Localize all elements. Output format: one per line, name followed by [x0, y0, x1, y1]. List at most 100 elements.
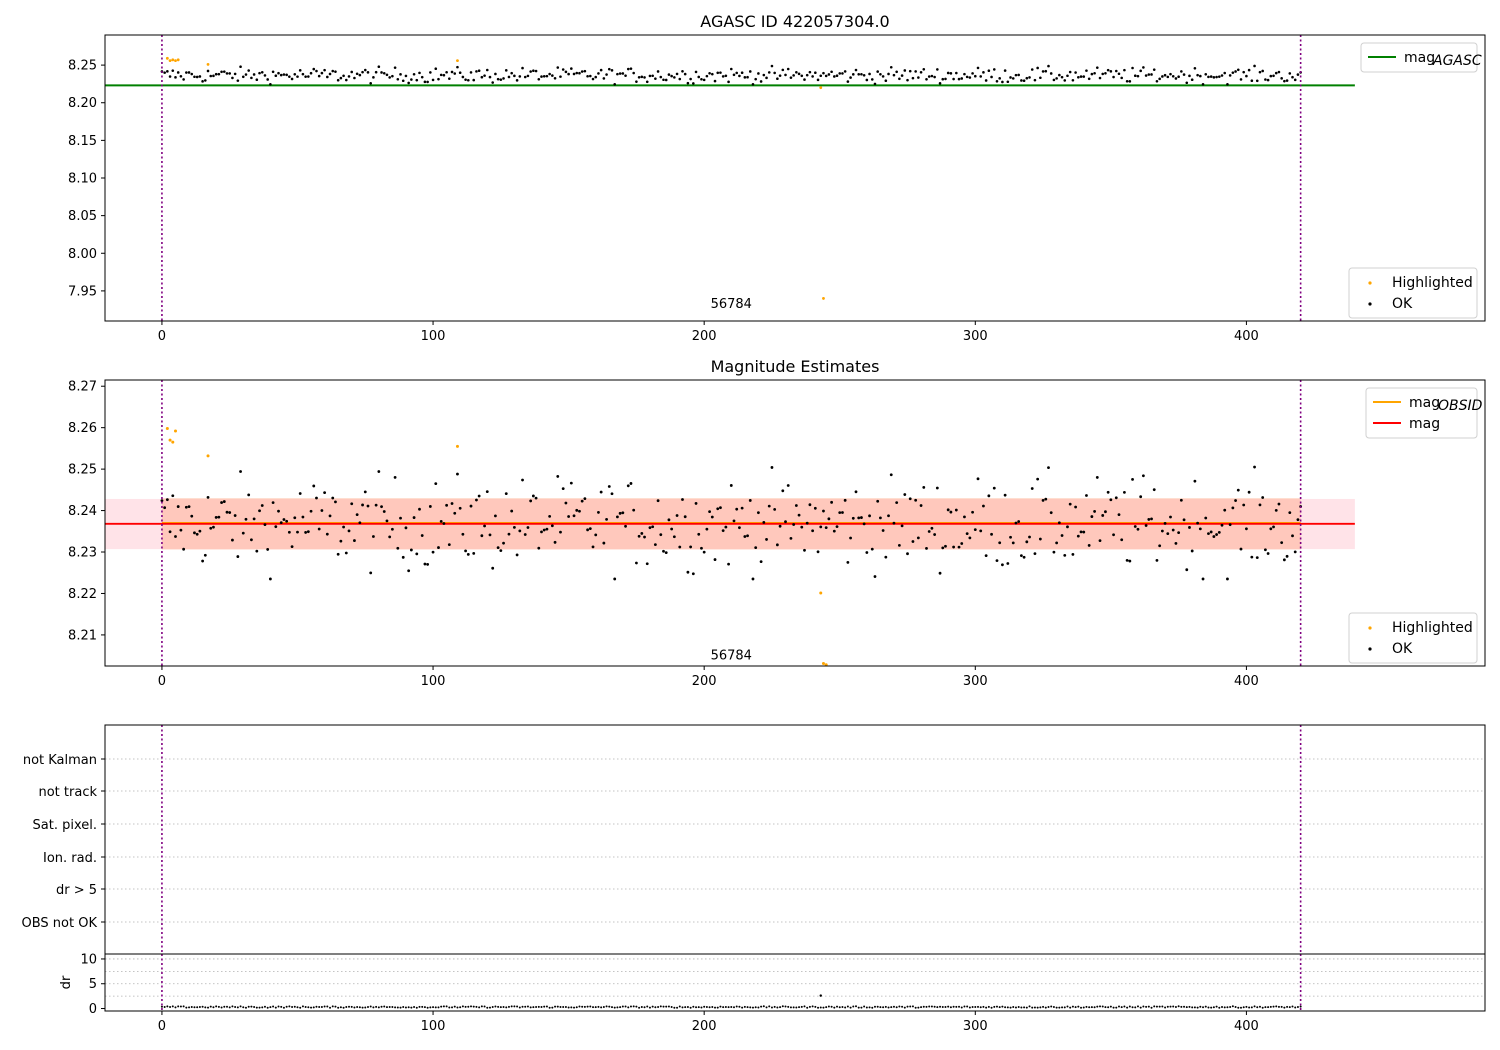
- ok-point: [729, 484, 733, 487]
- dr-point: [1052, 1006, 1055, 1009]
- ok-point: [540, 75, 543, 78]
- ok-point: [808, 70, 812, 74]
- ok-point: [659, 533, 663, 537]
- ok-point: [1212, 535, 1216, 538]
- ok-point: [960, 542, 964, 545]
- ok-point: [529, 499, 533, 503]
- ok-point: [269, 82, 272, 86]
- ok-point: [507, 75, 511, 79]
- ok-point: [317, 74, 321, 78]
- dr-point: [1050, 1005, 1053, 1008]
- ok-point: [602, 541, 606, 545]
- y-tick-label: 10: [80, 952, 97, 967]
- ok-point: [1085, 494, 1088, 497]
- ok-point: [713, 558, 717, 561]
- ok-point: [347, 75, 351, 78]
- ok-point: [1174, 77, 1178, 80]
- y-tick-label: 8.05: [68, 209, 97, 224]
- dr-point: [963, 1005, 966, 1008]
- ok-point: [228, 72, 232, 75]
- ok-point: [334, 500, 337, 504]
- dr-point: [288, 1005, 291, 1008]
- ok-point: [1133, 74, 1137, 78]
- ok-point: [719, 506, 722, 510]
- ok-point: [450, 70, 454, 74]
- ok-point: [512, 525, 516, 529]
- ok-point: [963, 72, 966, 76]
- ok-point: [301, 72, 305, 76]
- dr-point: [459, 1006, 462, 1009]
- ok-point: [390, 527, 394, 531]
- ok-point: [1087, 544, 1091, 547]
- ok-point: [1163, 521, 1167, 525]
- obsid-annotation: 56784: [711, 649, 752, 664]
- ok-point: [857, 516, 861, 520]
- dr-point: [404, 1006, 407, 1009]
- ok-point: [1114, 69, 1118, 73]
- ok-point: [1261, 496, 1265, 499]
- ok-point: [992, 68, 996, 71]
- ok-point: [1239, 547, 1243, 551]
- ok-point: [445, 503, 449, 507]
- dr-point: [488, 1006, 491, 1009]
- dr-point: [339, 1006, 342, 1009]
- ok-point: [336, 78, 340, 82]
- ok-point: [323, 68, 326, 72]
- ok-point: [1228, 523, 1232, 527]
- ok-point: [952, 77, 955, 81]
- ok-point: [1255, 79, 1259, 83]
- dr-point: [391, 1005, 394, 1008]
- dr-point: [638, 1006, 641, 1009]
- dr-point: [808, 1005, 811, 1008]
- ok-point: [580, 499, 584, 503]
- dr-point: [1001, 1005, 1004, 1008]
- ok-point: [751, 82, 755, 86]
- x-tick-label: 200: [692, 329, 717, 344]
- dr-point: [1042, 1005, 1045, 1008]
- dr-point: [174, 1006, 177, 1009]
- ok-point: [1174, 542, 1178, 545]
- ok-point: [624, 74, 627, 77]
- dr-point: [437, 1006, 440, 1009]
- ok-point: [550, 524, 554, 528]
- dr-point: [1145, 1005, 1148, 1008]
- dr-point: [968, 1006, 971, 1009]
- legend-label: mag: [1409, 416, 1440, 432]
- dr-point: [239, 1005, 242, 1008]
- ok-point: [776, 77, 779, 80]
- ok-point: [190, 514, 194, 518]
- ok-point: [892, 521, 896, 525]
- x-tick-label: 400: [1234, 329, 1259, 344]
- dr-point: [887, 1006, 890, 1009]
- dr-point: [442, 1005, 445, 1008]
- dr-point: [974, 1005, 977, 1008]
- ok-point: [700, 77, 703, 81]
- ok-point: [700, 546, 703, 550]
- ok-point: [781, 68, 785, 72]
- dr-point: [1134, 1006, 1137, 1009]
- ok-point: [1207, 75, 1210, 79]
- highlighted-point: [168, 59, 172, 62]
- legend-frame: [1348, 612, 1478, 664]
- dr-point: [822, 1006, 825, 1009]
- dr-point: [1296, 1005, 1299, 1008]
- dr-point: [646, 1005, 649, 1008]
- ok-point: [198, 529, 202, 533]
- dr-point: [665, 1005, 668, 1008]
- ok-point: [944, 544, 947, 548]
- ok-point: [911, 76, 915, 80]
- ok-point: [1253, 465, 1256, 469]
- ok-point: [350, 70, 354, 74]
- ok-point: [1123, 491, 1126, 494]
- ok-point: [1030, 68, 1034, 71]
- dr-point: [375, 1005, 378, 1008]
- ok-point: [721, 529, 725, 533]
- ok-point: [597, 511, 600, 514]
- ok-point: [401, 555, 405, 559]
- ok-point: [1090, 72, 1094, 76]
- dr-point: [1188, 1005, 1191, 1008]
- ok-point: [879, 72, 882, 76]
- dr-point: [1155, 1005, 1158, 1008]
- ok-point: [458, 506, 462, 510]
- dr-point: [510, 1005, 513, 1008]
